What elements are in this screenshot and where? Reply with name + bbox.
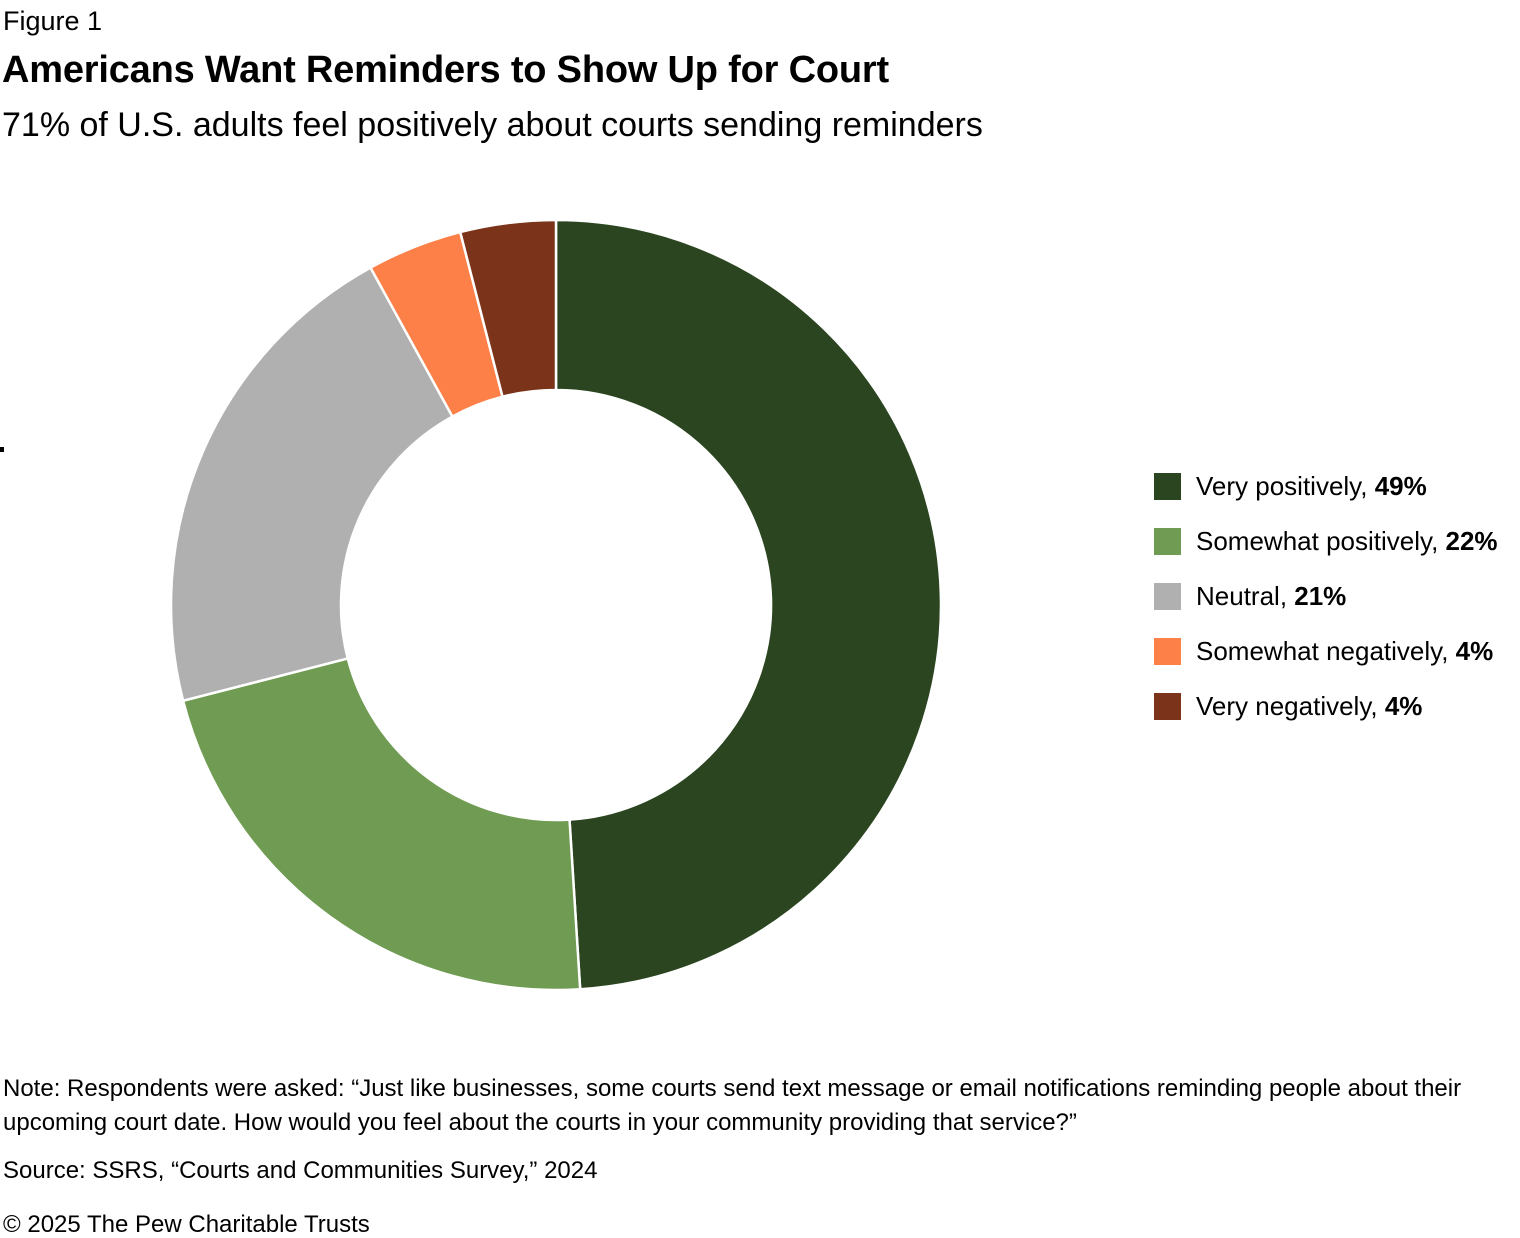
legend-item-somewhat-negatively: Somewhat negatively, 4% <box>1154 638 1498 665</box>
legend-label-very-positively: Very positively, 49% <box>1196 471 1427 501</box>
note-text: Note: Respondents were asked: “Just like… <box>3 1075 1462 1136</box>
chart-title: Americans Want Reminders to Show Up for … <box>2 49 889 91</box>
legend-swatch-very-positively <box>1154 473 1181 500</box>
legend-item-neutral: Neutral, 21% <box>1154 583 1498 610</box>
legend-label-neutral: Neutral, 21% <box>1196 581 1347 611</box>
legend-item-very-negatively: Very negatively, 4% <box>1154 693 1498 720</box>
legend-label-somewhat-positively: Somewhat positively, 22% <box>1196 526 1498 556</box>
legend-swatch-somewhat-positively <box>1154 528 1181 555</box>
slice-neutral <box>169 265 455 703</box>
legend-item-somewhat-positively: Somewhat positively, 22% <box>1154 528 1498 555</box>
stray-tick-mark <box>0 447 4 452</box>
legend-label-very-negatively: Very negatively, 4% <box>1196 691 1423 721</box>
legend-label-somewhat-negatively: Somewhat negatively, 4% <box>1196 636 1494 666</box>
copyright-text: © 2025 The Pew Charitable Trusts <box>3 1211 370 1238</box>
legend-swatch-very-negatively <box>1154 693 1181 720</box>
legend-swatch-somewhat-negatively <box>1154 638 1181 665</box>
slice-very-positively <box>554 218 943 991</box>
chart-legend: Very positively, 49% Somewhat positively,… <box>1154 473 1498 748</box>
slice-very-negatively <box>458 218 558 399</box>
legend-item-very-positively: Very positively, 49% <box>1154 473 1498 500</box>
slice-somewhat-positively <box>181 656 582 992</box>
donut-chart-svg <box>169 218 943 992</box>
chart-subtitle: 71% of U.S. adults feel positively about… <box>2 106 983 144</box>
legend-swatch-neutral <box>1154 583 1181 610</box>
source-text: Source: SSRS, “Courts and Communities Su… <box>3 1157 598 1184</box>
figure-label: Figure 1 <box>3 6 103 36</box>
donut-chart <box>169 218 943 992</box>
